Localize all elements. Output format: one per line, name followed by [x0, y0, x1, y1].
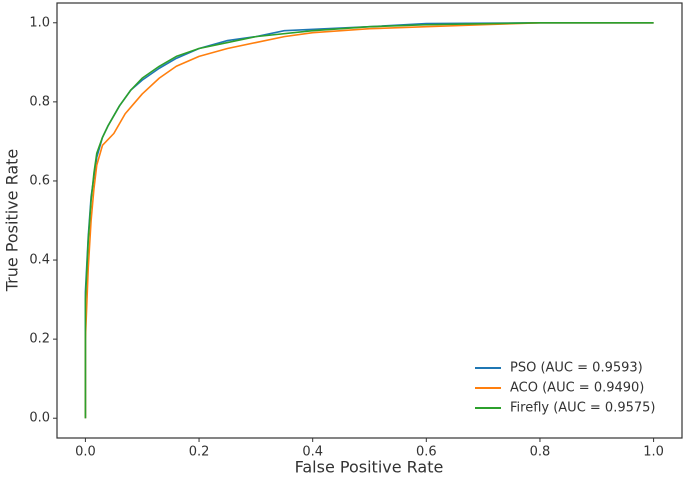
- legend-label: PSO (AUC = 0.9593): [510, 361, 643, 376]
- legend-label: ACO (AUC = 0.9490): [510, 381, 644, 396]
- y-axis-label: True Positive Rate: [3, 149, 22, 293]
- roc-curve: [84, 21, 654, 419]
- plot-frame: [56, 2, 683, 439]
- y-tick-label: 0.4: [29, 253, 50, 268]
- x-tick-label: 0.8: [530, 445, 551, 460]
- roc-curve: [84, 21, 654, 419]
- x-axis-label: False Positive Rate: [295, 458, 444, 477]
- y-tick-label: 0.2: [29, 332, 50, 347]
- x-tick-label: 0.0: [75, 445, 96, 460]
- legend-label: Firefly (AUC = 0.9575): [510, 401, 656, 416]
- y-tick-label: 0.0: [29, 411, 50, 426]
- y-tick-label: 0.6: [29, 173, 50, 188]
- roc-curve: [84, 21, 654, 419]
- x-tick-label: 0.2: [189, 445, 210, 460]
- x-tick-label: 0.6: [416, 445, 437, 460]
- y-tick-label: 0.8: [29, 94, 50, 109]
- y-tick-label: 1.0: [29, 15, 50, 30]
- x-tick-label: 1.0: [643, 445, 664, 460]
- x-tick-label: 0.4: [302, 445, 323, 460]
